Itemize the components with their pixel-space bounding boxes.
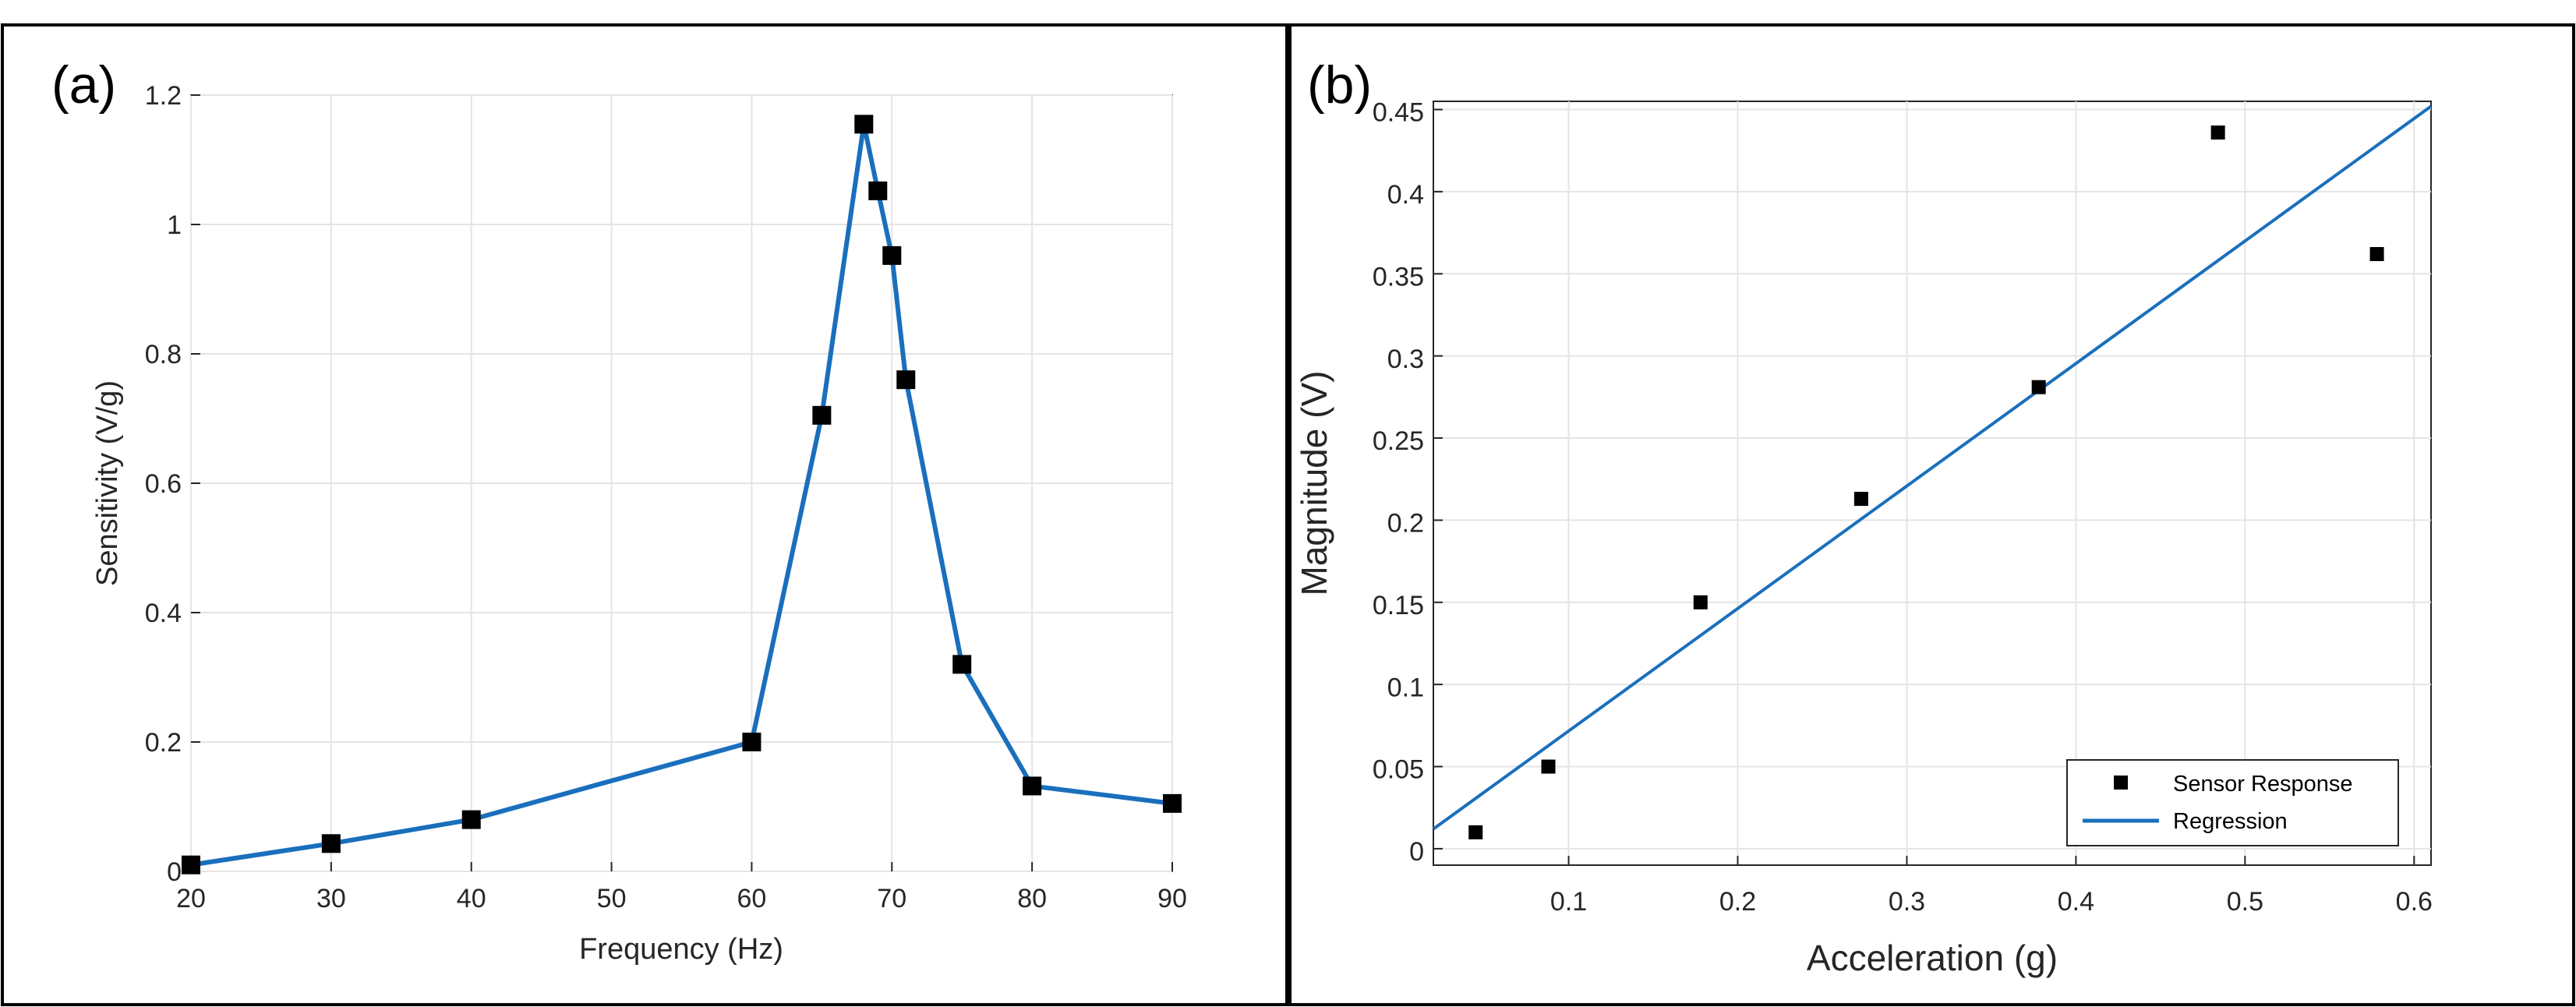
x-tick-label: 0.4: [2058, 887, 2094, 917]
legend-label-sensor-response: Sensor Response: [2173, 772, 2353, 797]
x-tick-label: 0.2: [1719, 887, 1756, 917]
panel-a-y-axis-title: Sensitivity (V/g): [91, 380, 124, 586]
y-tick-label: 0.45: [1373, 98, 1424, 128]
y-tick-label: 0.05: [1373, 755, 1424, 785]
y-tick-label: 1.2: [145, 81, 182, 111]
panel-b-legend: Sensor Response Regression: [2066, 759, 2399, 846]
y-tick-label: 0.15: [1373, 591, 1424, 620]
panel-b-grid: [1433, 101, 2431, 865]
data-point: [461, 810, 481, 829]
panel-b: (b) 0.1 0.2 0.3 0.4 0.5 0.6 00.050.10.150.20.…: [1294, 55, 2433, 978]
panel-a-y-ticks: 0 0.2 0.4 0.6 0.8 1 1.2: [145, 81, 200, 887]
y-tick-label: 0.1: [1387, 673, 1424, 702]
data-point: [868, 181, 888, 200]
data-point: [1468, 825, 1483, 839]
series-line: [190, 122, 1173, 867]
x-tick-label: 50: [597, 884, 627, 913]
y-tick-label: 0.8: [145, 340, 182, 369]
y-tick-label: 1: [167, 210, 182, 240]
legend-box: [2066, 759, 2399, 846]
regression-line: [1432, 104, 2433, 831]
data-point: [1541, 759, 1556, 774]
y-tick-label: 0.6: [145, 469, 182, 499]
panel-a-grid: [190, 94, 1173, 872]
panel-a-series: [182, 115, 1182, 874]
panel-a-border: [1, 23, 1292, 1006]
panel-b-label: (b): [1307, 55, 1372, 115]
y-tick-label: 0.2: [145, 728, 182, 758]
data-point: [2210, 125, 2225, 140]
data-point: [321, 834, 341, 853]
y-tick-label: 0.3: [1387, 344, 1424, 374]
data-point: [1023, 776, 1042, 796]
y-tick-label: 0.4: [1387, 180, 1424, 210]
panel-b-y-ticks: 0 0.05 0.1 0.15 0.2 0.25 0.3 0.35 0.4 0.45: [1373, 98, 1443, 867]
y-tick-label: 0.35: [1373, 262, 1424, 292]
panel-b-x-ticks: 0.1 0.2 0.3 0.4 0.5 0.6: [1550, 856, 2433, 917]
panel-b-y-axis-title: Magnitude (V): [1294, 371, 1334, 596]
y-tick-label: 0.25: [1373, 426, 1424, 456]
data-point: [2031, 380, 2046, 394]
data-point: [182, 855, 200, 874]
data-point: [896, 370, 916, 390]
x-tick-label: 0.5: [2227, 887, 2263, 917]
x-tick-label: 0.3: [1889, 887, 1925, 917]
x-tick-label: 80: [1017, 884, 1047, 913]
panel-a-label: (a): [51, 55, 116, 115]
panel-a: (a) 20 30 40 50 60 70 80 90 0 0.2 0.4 0.6 0.8 1 1.2 F…: [51, 55, 1187, 966]
data-point: [1163, 793, 1182, 813]
panel-b-border: [1285, 23, 2575, 1006]
y-tick-label: 0.2: [1387, 509, 1424, 539]
x-tick-label: 60: [737, 884, 767, 913]
y-tick-label: 0.4: [145, 599, 182, 628]
data-point: [742, 733, 761, 751]
data-point: [854, 115, 874, 134]
data-point: [952, 655, 972, 674]
data-point: [2369, 247, 2384, 261]
legend-marker-sensor-response: [2114, 776, 2128, 790]
x-tick-label: 20: [176, 884, 206, 913]
x-tick-label: 90: [1157, 884, 1187, 913]
data-point: [1693, 595, 1708, 610]
x-tick-label: 40: [457, 884, 486, 913]
panel-a-x-axis-title: Frequency (Hz): [579, 933, 783, 966]
data-point: [812, 405, 832, 425]
data-point: [882, 246, 902, 265]
x-tick-label: 0.1: [1550, 887, 1587, 917]
y-tick-label: 0: [167, 857, 182, 887]
x-tick-label: 0.6: [2396, 887, 2433, 917]
data-point: [1853, 492, 1868, 507]
x-tick-label: 70: [877, 884, 906, 913]
legend-label-regression: Regression: [2173, 809, 2288, 834]
panel-b-x-axis-title: Acceleration (g): [1807, 938, 2058, 978]
panel-b-series: [1432, 104, 2433, 839]
y-tick-label: 0: [1409, 837, 1424, 867]
x-tick-label: 30: [316, 884, 346, 913]
